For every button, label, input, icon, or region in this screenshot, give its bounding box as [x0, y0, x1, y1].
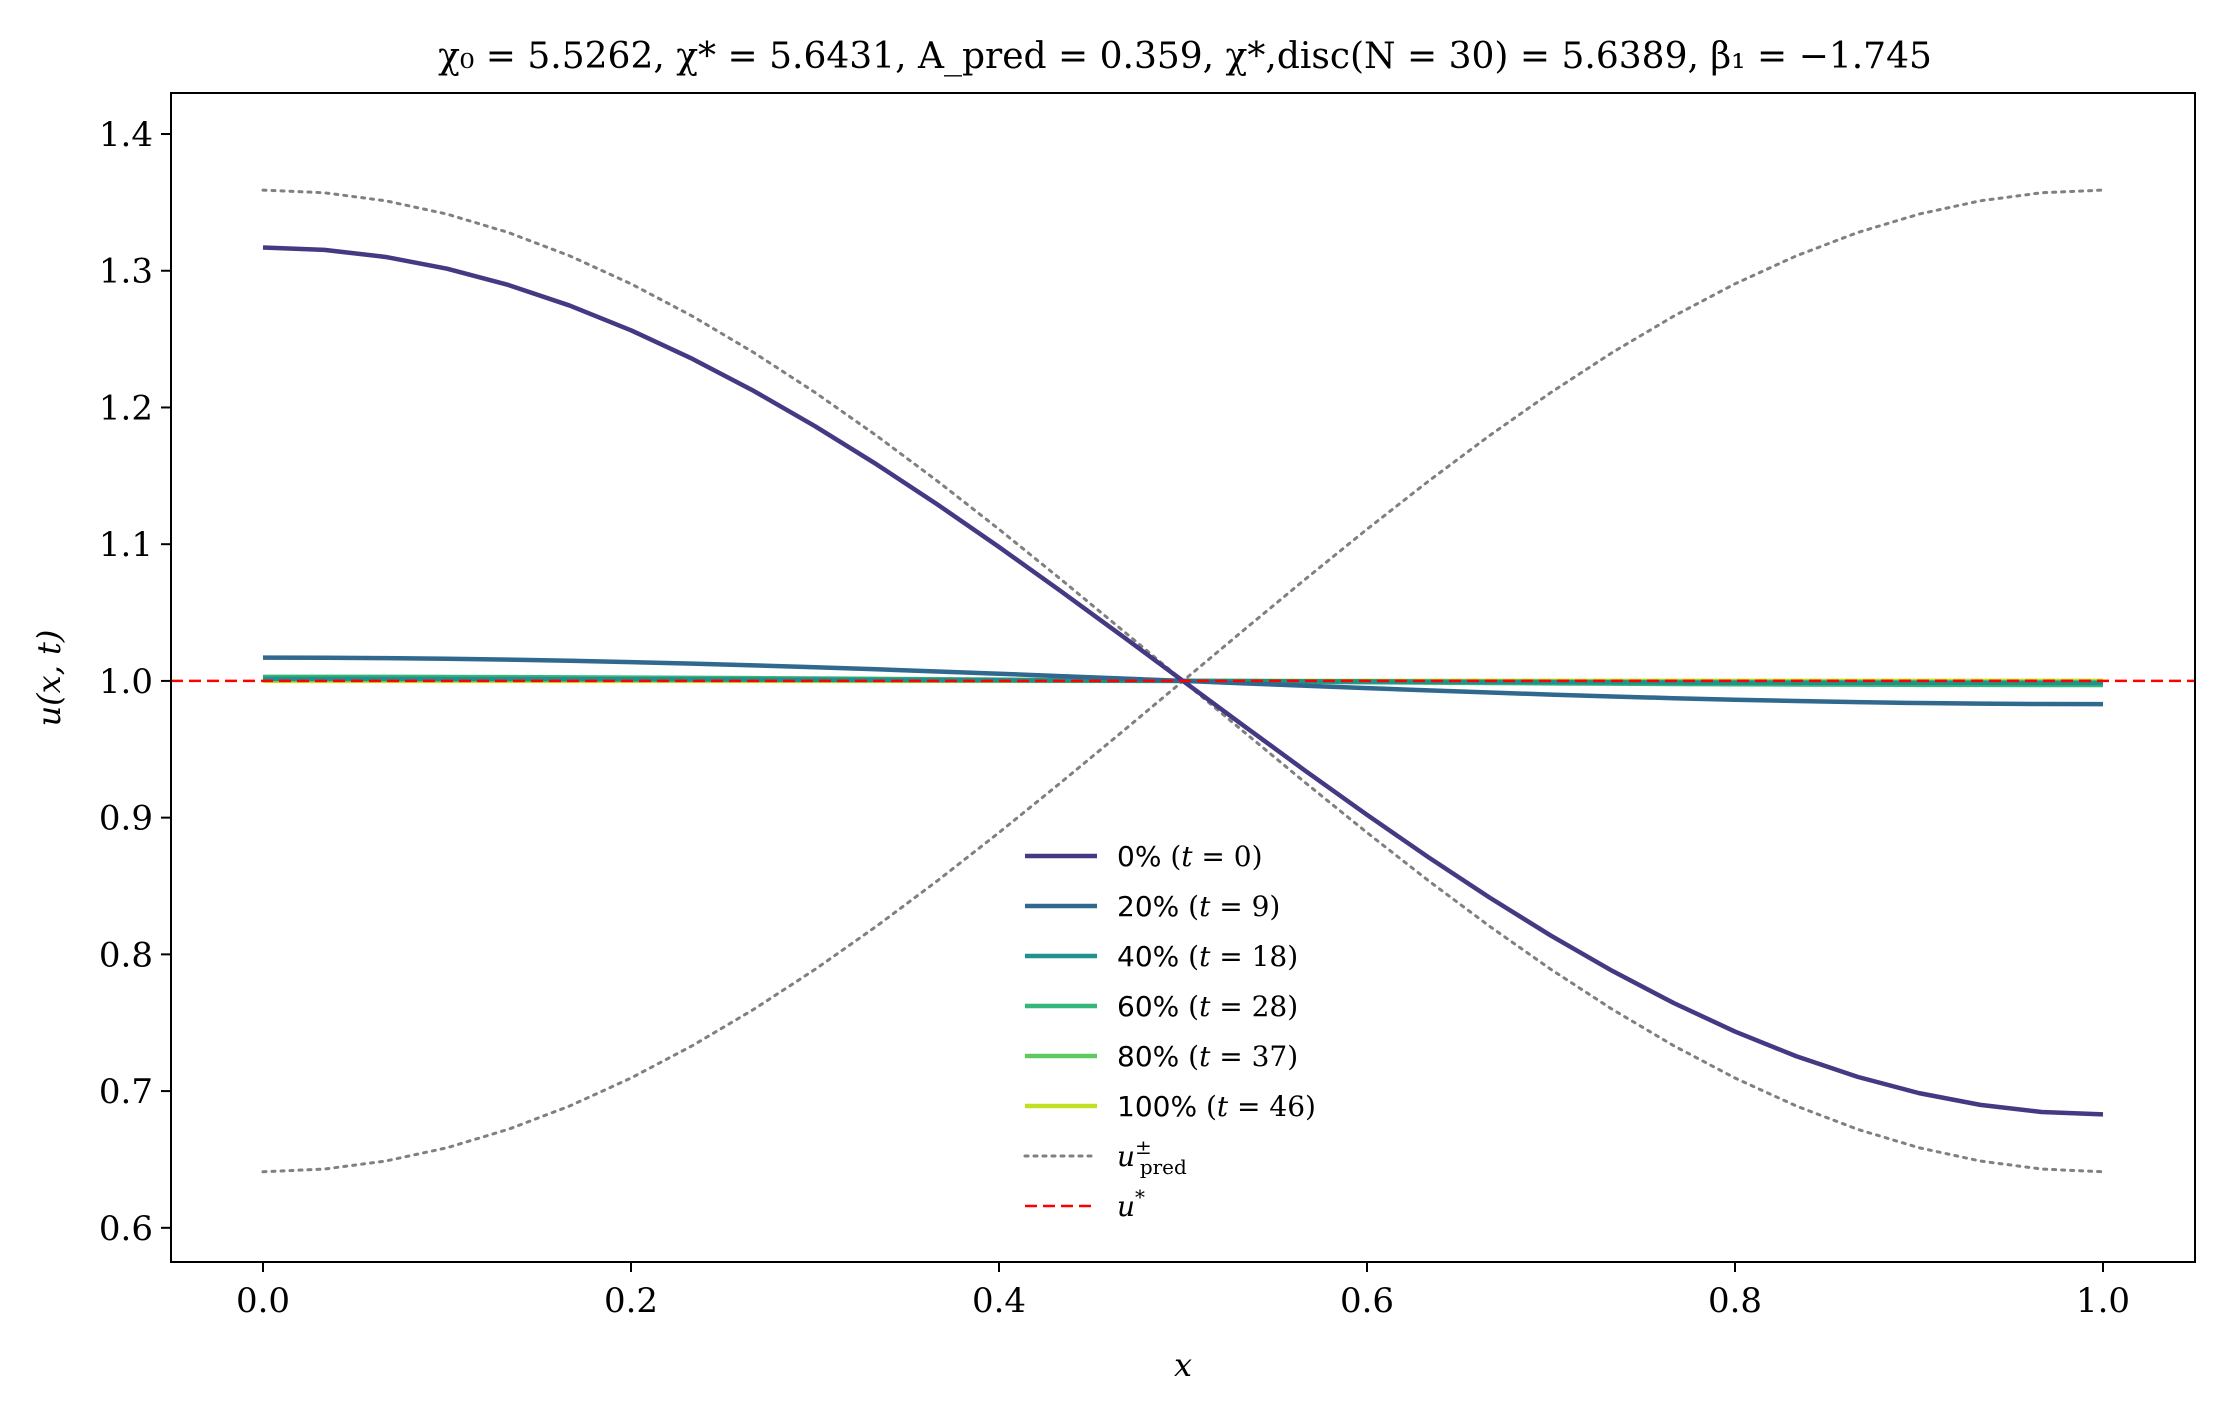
- y-ticks: 0.6 0.7 0.8 0.9 1.0 1.1 1.2 1.3 1.4: [99, 115, 171, 1249]
- legend: 0% (t = 0) 20% (t = 9) 40% (t = 18) 60% (t …: [1023, 840, 1316, 1223]
- curves-layer: [171, 188, 2195, 1174]
- y-tick-label: 1.3: [99, 252, 153, 292]
- x-ticks: 0.0 0.2 0.4 0.6 0.8 1.0: [236, 1262, 2130, 1321]
- y-tick-label: 1.0: [99, 662, 153, 702]
- legend-label: 80% (t = 37): [1117, 1040, 1298, 1073]
- chart-title: χ₀ = 5.5262, χ* = 5.6431, A_pred = 0.359…: [438, 36, 1932, 77]
- y-tick-label: 0.8: [99, 935, 153, 975]
- legend-label: 20% (t = 9): [1117, 890, 1280, 923]
- y-tick-label: 0.9: [99, 799, 153, 839]
- legend-label: u*: [1117, 1185, 1145, 1223]
- legend-label: 60% (t = 28): [1117, 990, 1298, 1023]
- y-axis-label: u(x, t): [30, 630, 68, 727]
- x-tick-label: 0.0: [236, 1281, 290, 1321]
- y-tick-label: 1.2: [99, 388, 153, 428]
- plot-frame: [170, 92, 2196, 1263]
- x-tick-label: 0.2: [604, 1281, 658, 1321]
- y-tick-label: 1.4: [99, 115, 153, 155]
- y-tick-label: 0.6: [99, 1209, 153, 1249]
- legend-label: 40% (t = 18): [1117, 940, 1298, 973]
- legend-label: 0% (t = 0): [1117, 840, 1263, 873]
- legend-label: u± pred: [1117, 1135, 1187, 1179]
- x-tick-label: 0.4: [972, 1281, 1026, 1321]
- x-tick-label: 0.6: [1340, 1281, 1394, 1321]
- x-axis-label: x: [1174, 1346, 1192, 1384]
- legend-label: 100% (t = 46): [1117, 1090, 1316, 1123]
- y-tick-label: 1.1: [99, 525, 153, 565]
- x-tick-label: 0.8: [1708, 1281, 1762, 1321]
- y-tick-label: 0.7: [99, 1072, 153, 1112]
- x-tick-label: 1.0: [2076, 1281, 2130, 1321]
